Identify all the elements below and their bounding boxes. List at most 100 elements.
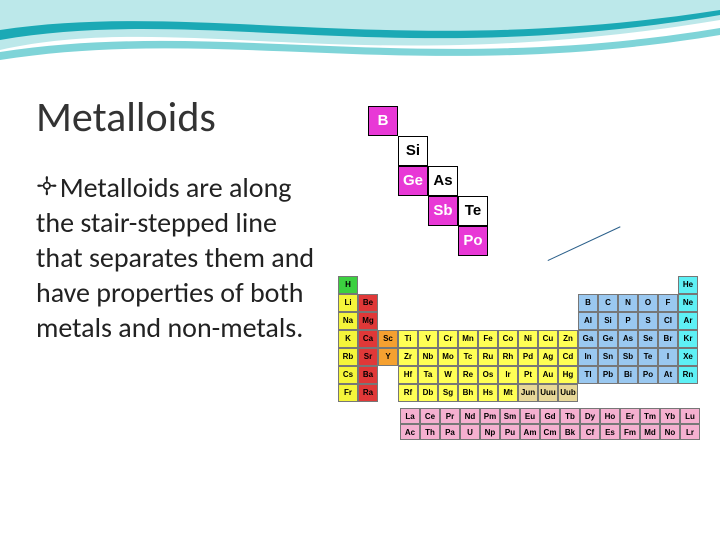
ptable-cell-Si: Si	[598, 312, 618, 330]
ptable-lan-Fm: Fm	[620, 424, 640, 440]
ptable-cell-Hg: Hg	[558, 366, 578, 384]
ptable-lan-Md: Md	[640, 424, 660, 440]
ptable-lan-Ac: Ac	[400, 424, 420, 440]
ptable-cell-O: O	[638, 294, 658, 312]
ptable-cell-Sg: Sg	[438, 384, 458, 402]
ptable-cell-N: N	[618, 294, 638, 312]
ptable-cell-Kr: Kr	[678, 330, 698, 348]
ptable-cell-Zn: Zn	[558, 330, 578, 348]
ptable-cell-Ta: Ta	[418, 366, 438, 384]
ptable-cell-W: W	[438, 366, 458, 384]
ptable-lan-Lr: Lr	[680, 424, 700, 440]
ptable-cell-Rf: Rf	[398, 384, 418, 402]
ptable-cell-Nb: Nb	[418, 348, 438, 366]
ptable-cell-H: H	[338, 276, 358, 294]
ptable-cell-Sn: Sn	[598, 348, 618, 366]
ptable-cell-Y: Y	[378, 348, 398, 366]
ptable-cell-Li: Li	[338, 294, 358, 312]
periodic-table: HHeLiBeBCNOFNeNaMgAlSiPSClArKCaScTiVCrMn…	[338, 276, 718, 446]
ptable-lan-Pu: Pu	[500, 424, 520, 440]
ptable-cell-Sr: Sr	[358, 348, 378, 366]
ptable-cell-Pd: Pd	[518, 348, 538, 366]
ptable-cell-Sc: Sc	[378, 330, 398, 348]
ptable-cell-Zr: Zr	[398, 348, 418, 366]
ptable-cell-Te: Te	[638, 348, 658, 366]
ptable-lan-U: U	[460, 424, 480, 440]
ptable-lan-Tm: Tm	[640, 408, 660, 424]
ptable-cell-Cs: Cs	[338, 366, 358, 384]
ptable-lan-Lu: Lu	[680, 408, 700, 424]
ptable-lan-Yb: Yb	[660, 408, 680, 424]
ptable-lan-La: La	[400, 408, 420, 424]
ptable-cell-C: C	[598, 294, 618, 312]
ptable-cell-Al: Al	[578, 312, 598, 330]
ptable-cell-Cl: Cl	[658, 312, 678, 330]
ptable-lan-Ho: Ho	[600, 408, 620, 424]
ptable-lan-Th: Th	[420, 424, 440, 440]
ptable-cell-Re: Re	[458, 366, 478, 384]
ptable-cell-Db: Db	[418, 384, 438, 402]
body-text: 🝊Metalloids are along the stair-stepped …	[36, 170, 321, 345]
ptable-cell-Xe: Xe	[678, 348, 698, 366]
ptable-cell-Ba: Ba	[358, 366, 378, 384]
ptable-lan-Pr: Pr	[440, 408, 460, 424]
ptable-lan-Am: Am	[520, 424, 540, 440]
ptable-lan-Es: Es	[600, 424, 620, 440]
ptable-cell-Ti: Ti	[398, 330, 418, 348]
ptable-lan-Ce: Ce	[420, 408, 440, 424]
ptable-cell-Sb: Sb	[618, 348, 638, 366]
ptable-cell-As: As	[618, 330, 638, 348]
ptable-cell-B: B	[578, 294, 598, 312]
ptable-cell-Mo: Mo	[438, 348, 458, 366]
ptable-cell-Fe: Fe	[478, 330, 498, 348]
ptable-cell-Mn: Mn	[458, 330, 478, 348]
ptable-cell-He: He	[678, 276, 698, 294]
bullet-icon: 🝊	[36, 170, 58, 203]
ptable-lan-Cf: Cf	[580, 424, 600, 440]
ptable-cell-K: K	[338, 330, 358, 348]
ptable-cell-Bh: Bh	[458, 384, 478, 402]
ptable-lan-Dy: Dy	[580, 408, 600, 424]
ptable-cell-At: At	[658, 366, 678, 384]
ptable-lan-Pm: Pm	[480, 408, 500, 424]
ptable-cell-Ra: Ra	[358, 384, 378, 402]
ptable-cell-Cd: Cd	[558, 348, 578, 366]
ptable-cell-Pt: Pt	[518, 366, 538, 384]
ptable-cell-I: I	[658, 348, 678, 366]
ptable-cell-Co: Co	[498, 330, 518, 348]
ptable-cell-In: In	[578, 348, 598, 366]
ptable-cell-Ga: Ga	[578, 330, 598, 348]
ptable-cell-Ar: Ar	[678, 312, 698, 330]
ptable-cell-Rn: Rn	[678, 366, 698, 384]
wave-background	[0, 0, 720, 90]
ptable-cell-Bi: Bi	[618, 366, 638, 384]
ptable-cell-Uuu: Uuu	[538, 384, 558, 402]
ptable-cell-Ru: Ru	[478, 348, 498, 366]
ptable-cell-Cu: Cu	[538, 330, 558, 348]
ptable-cell-Be: Be	[358, 294, 378, 312]
ptable-cell-Ne: Ne	[678, 294, 698, 312]
ptable-cell-Rh: Rh	[498, 348, 518, 366]
ptable-lan-Tb: Tb	[560, 408, 580, 424]
ptable-cell-Pb: Pb	[598, 366, 618, 384]
ptable-cell-Po: Po	[638, 366, 658, 384]
ptable-cell-V: V	[418, 330, 438, 348]
slide-title: Metalloids	[36, 92, 216, 143]
ptable-cell-Ca: Ca	[358, 330, 378, 348]
ptable-cell-Mt: Mt	[498, 384, 518, 402]
ptable-lan-Sm: Sm	[500, 408, 520, 424]
ptable-lan-Pa: Pa	[440, 424, 460, 440]
ptable-cell-Se: Se	[638, 330, 658, 348]
ptable-cell-Br: Br	[658, 330, 678, 348]
ptable-cell-Ni: Ni	[518, 330, 538, 348]
ptable-cell-Hf: Hf	[398, 366, 418, 384]
ptable-cell-Ag: Ag	[538, 348, 558, 366]
ptable-cell-F: F	[658, 294, 678, 312]
ptable-cell-Tc: Tc	[458, 348, 478, 366]
ptable-lan-Gd: Gd	[540, 408, 560, 424]
ptable-cell-Hs: Hs	[478, 384, 498, 402]
ptable-cell-S: S	[638, 312, 658, 330]
ptable-cell-Rb: Rb	[338, 348, 358, 366]
ptable-lan-Er: Er	[620, 408, 640, 424]
ptable-cell-Au: Au	[538, 366, 558, 384]
